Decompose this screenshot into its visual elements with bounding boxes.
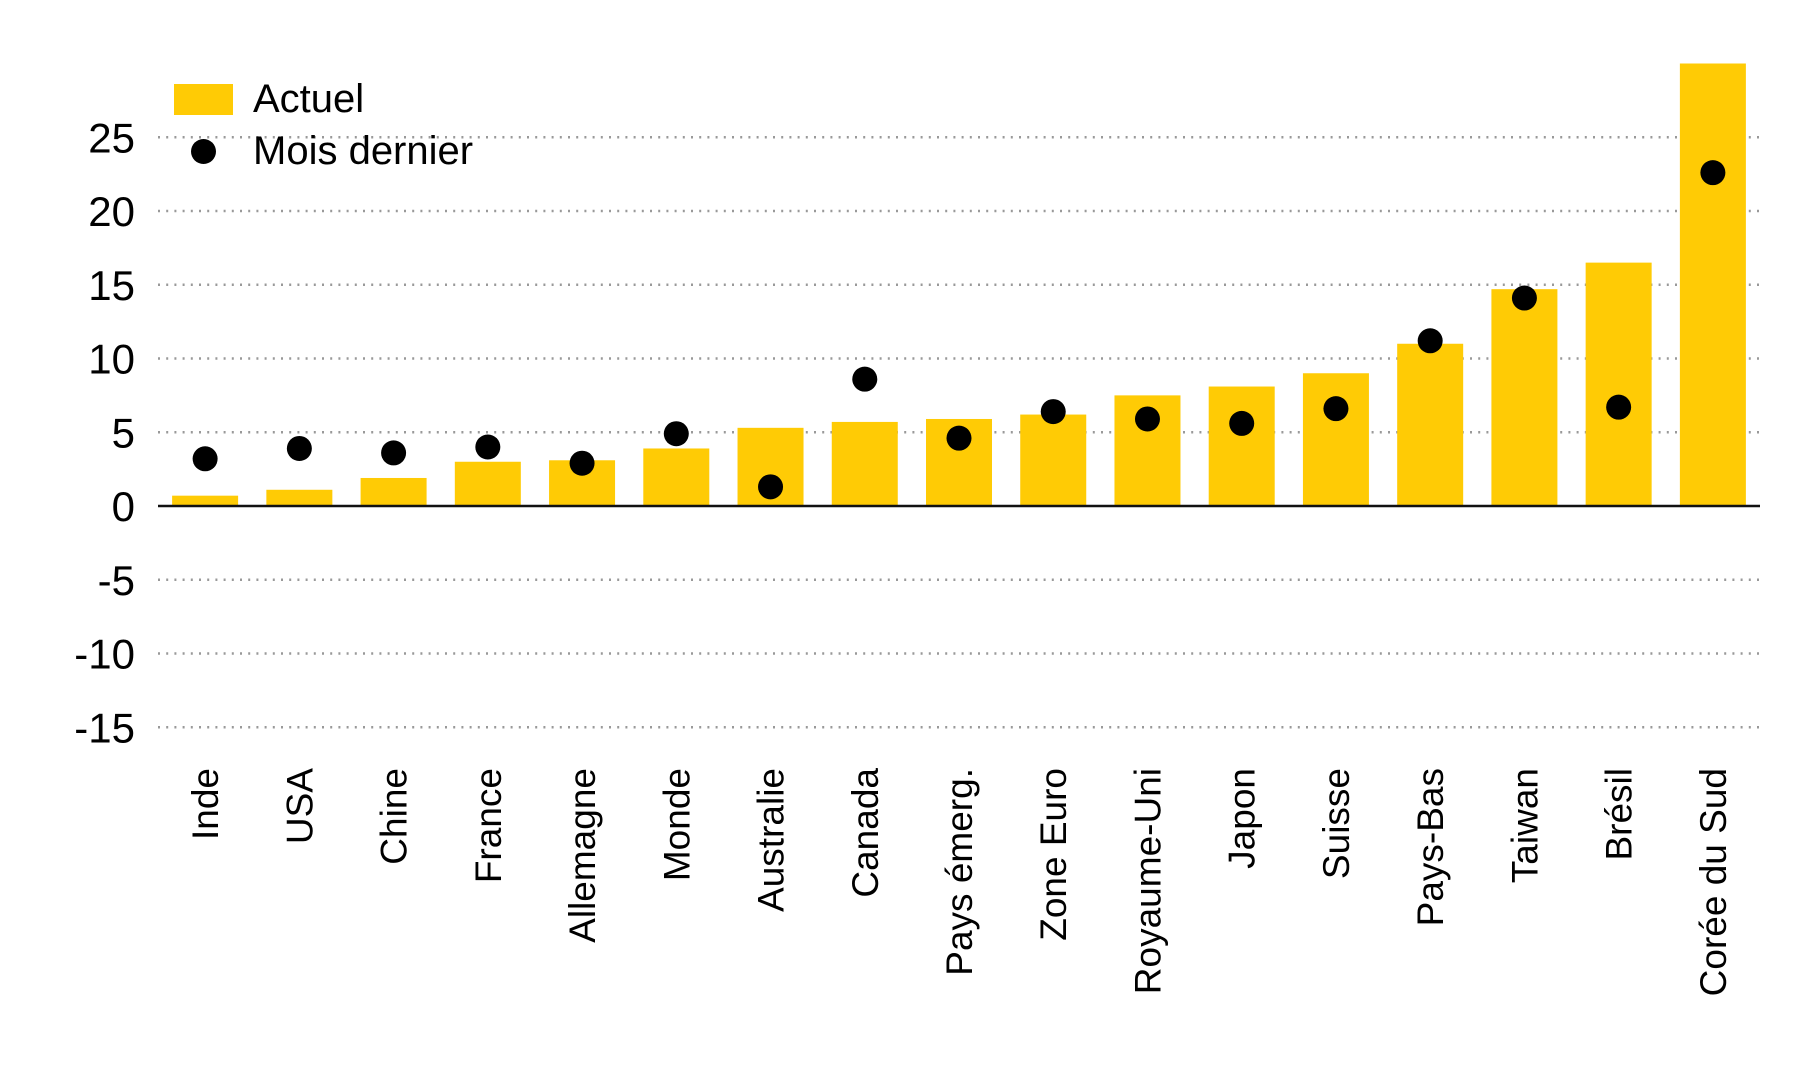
x-category-label-suisse: Suisse	[1316, 768, 1357, 879]
dot-canada	[852, 366, 878, 392]
y-tick-label-5: 5	[112, 409, 135, 456]
dot-france	[475, 434, 501, 460]
bar-zone-euro	[1020, 414, 1087, 506]
dot-swatch-icon	[191, 138, 216, 164]
bar-japon	[1208, 386, 1275, 506]
dot-suisse	[1323, 396, 1349, 422]
y-tick-label-15: 15	[88, 262, 135, 309]
bar-chine	[360, 477, 427, 506]
dot-inde	[192, 446, 218, 472]
legend-bar-swatch	[174, 83, 233, 115]
bar-pays-bas	[1397, 343, 1464, 506]
x-category-label-royaume-uni: Royaume-Uni	[1127, 768, 1168, 994]
bar-coree-du-sud	[1679, 63, 1746, 506]
y-tick-label--10: -10	[74, 631, 135, 678]
x-category-label-taiwan: Taiwan	[1504, 768, 1545, 883]
x-category-label-canada: Canada	[845, 768, 886, 898]
dot-pays-emerg	[946, 425, 972, 451]
dot-bresil	[1606, 394, 1632, 420]
dot-zone-euro	[1040, 399, 1066, 425]
dot-pays-bas	[1417, 328, 1443, 354]
bar-swatch-icon	[174, 83, 233, 115]
x-category-label-pays-emerg: Pays émerg.	[939, 768, 980, 976]
dot-monde	[663, 421, 689, 447]
bar-inde	[172, 495, 239, 506]
legend-label-mois-dernier: Mois dernier	[253, 129, 474, 173]
bar-suisse	[1302, 373, 1369, 506]
x-category-label-chine: Chine	[374, 768, 415, 865]
x-category-label-australie: Australie	[751, 768, 792, 912]
bar-usa	[266, 489, 333, 506]
dot-japon	[1229, 410, 1255, 436]
x-category-label-pays-bas: Pays-Bas	[1410, 768, 1451, 926]
x-category-label-inde: Inde	[185, 768, 226, 840]
x-category-label-bresil: Brésil	[1599, 768, 1640, 861]
x-category-label-japon: Japon	[1222, 768, 1263, 869]
y-tick-label--15: -15	[74, 704, 135, 751]
bar-canada	[831, 421, 898, 506]
dot-chine	[381, 440, 407, 466]
bar-monde	[643, 448, 710, 506]
y-tick-label-0: 0	[112, 483, 135, 530]
y-tick-label-25: 25	[88, 114, 135, 161]
x-category-label-france: France	[468, 768, 509, 883]
x-category-label-usa: USA	[279, 768, 320, 844]
bar-taiwan	[1491, 289, 1558, 506]
legend-dot-swatch	[174, 138, 233, 164]
legend-label-actuel: Actuel	[253, 77, 365, 121]
legend-item-mois-dernier: Mois dernier	[174, 130, 473, 172]
y-tick-label-20: 20	[88, 188, 135, 235]
x-category-label-coree-du-sud: Corée du Sud	[1693, 768, 1734, 996]
y-tick-label-10: 10	[88, 336, 135, 383]
dot-usa	[286, 435, 312, 461]
x-category-label-allemagne: Allemagne	[562, 768, 603, 943]
x-category-label-zone-euro: Zone Euro	[1033, 768, 1074, 941]
dot-taiwan	[1511, 285, 1537, 311]
dot-coree-du-sud	[1700, 160, 1726, 186]
y-tick-label--5: -5	[98, 557, 135, 604]
dot-royaume-uni	[1134, 406, 1160, 432]
dot-australie	[758, 474, 784, 500]
dot-allemagne	[569, 450, 595, 476]
bar-bresil	[1585, 262, 1652, 506]
bar-france	[454, 461, 521, 506]
legend-item-actuel: Actuel	[174, 78, 473, 120]
x-category-label-monde: Monde	[656, 768, 697, 881]
chart-legend: Actuel Mois dernier	[174, 78, 473, 172]
